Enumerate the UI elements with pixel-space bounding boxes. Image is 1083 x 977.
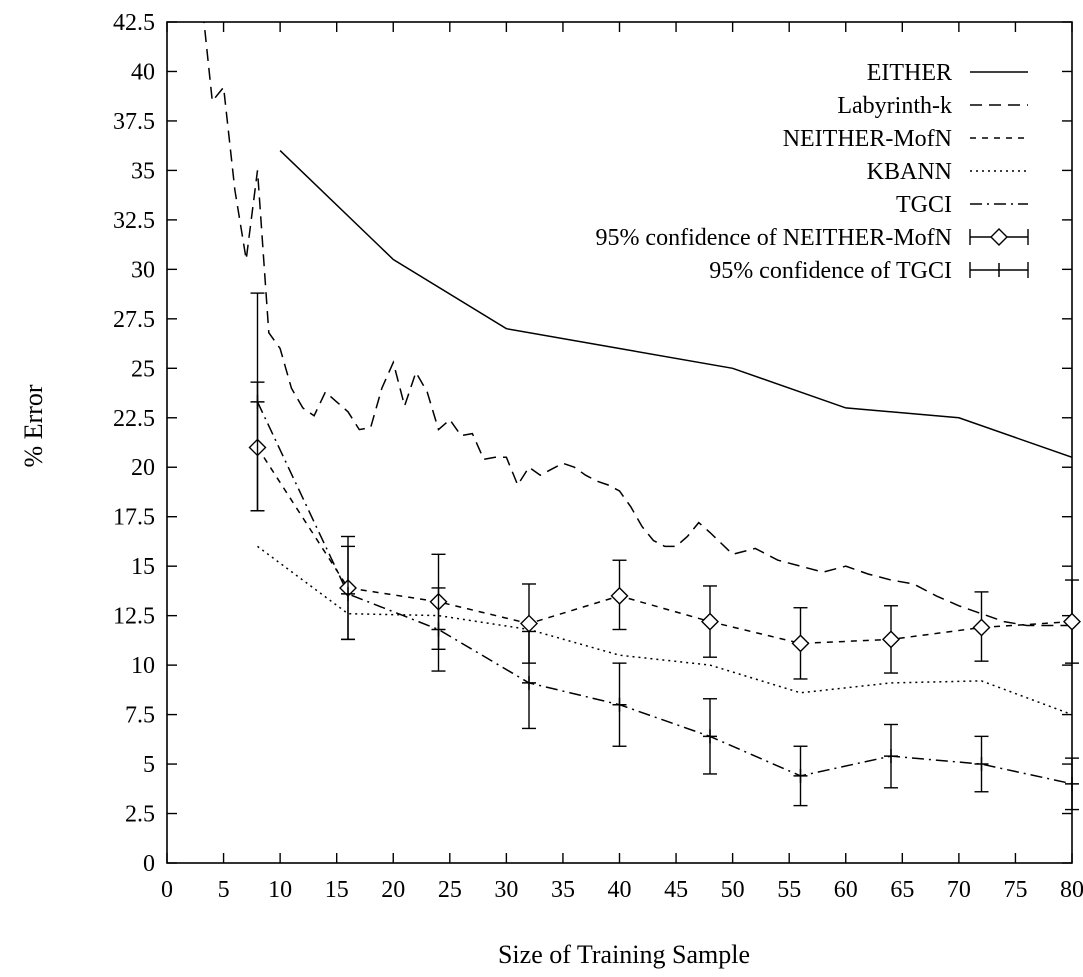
x-tick-label: 5	[218, 877, 230, 903]
point-neither-mofn	[972, 618, 991, 637]
series-line-tgci	[256, 401, 1072, 785]
point-neither-mofn	[882, 630, 900, 649]
x-tick-label: 60	[834, 877, 858, 903]
y-tick-label: 5	[143, 752, 155, 778]
y-tick-label: 17.5	[113, 505, 155, 531]
y-tick-label: 10	[131, 653, 155, 679]
y-tick-label: 2.5	[125, 802, 155, 828]
x-axis: 0 5 10 15 20 25 30 35 40 45 50 55 60 65 70 75 80	[161, 22, 1083, 903]
series-layer	[203, 22, 1081, 811]
y-tick-label: 27.5	[113, 307, 155, 333]
x-tick-label: 25	[438, 877, 462, 903]
series-line-labyrinth-k	[203, 22, 1072, 627]
y-axis: 0 2.5 5 7.5 10 12.5 15 17.5 20 22.5 25 27.5 30 32.5 35…	[113, 10, 1072, 877]
legend-label-95-confidence-of-tgci: 95% confidence of TGCI	[709, 258, 952, 284]
x-tick-label: 45	[664, 877, 688, 903]
point-neither-mofn	[1063, 612, 1081, 631]
x-tick-label: 20	[381, 877, 405, 903]
y-axis-label: % Error	[19, 384, 48, 467]
x-tick-label: 15	[325, 877, 349, 903]
legend-marker-diamond	[990, 228, 1008, 246]
legend-label-neither-mofn: NEITHER-MofN	[783, 126, 952, 152]
point-tgci	[250, 394, 265, 409]
legend-label-labyrinth-k: Labyrinth-k	[837, 93, 952, 119]
y-tick-label: 12.5	[113, 604, 155, 630]
legend: EITHER Labyrinth-k NEITHER-MofN KBANN TGCI 95…	[595, 60, 1029, 284]
y-tick-label: 7.5	[125, 703, 155, 729]
point-neither-mofn	[791, 634, 810, 653]
legend-label-kbann: KBANN	[867, 159, 952, 185]
point-tgci	[793, 768, 808, 783]
series-clip	[203, 22, 1072, 785]
legend-label-tgci: TGCI	[896, 192, 952, 218]
point-tgci	[703, 729, 717, 744]
y-tick-label: 32.5	[113, 208, 155, 234]
legend-label-either: EITHER	[867, 60, 952, 86]
y-tick-label: 25	[131, 356, 155, 382]
x-tick-label: 55	[777, 877, 801, 903]
y-tick-label: 37.5	[113, 109, 155, 135]
x-tick-label: 80	[1060, 877, 1083, 903]
x-tick-label: 50	[721, 877, 745, 903]
y-tick-label: 42.5	[113, 10, 155, 36]
series-line-either	[279, 150, 1072, 459]
point-tgci	[1065, 776, 1079, 791]
x-tick-label: 65	[890, 877, 914, 903]
point-neither-mofn	[610, 586, 629, 605]
x-tick-label: 10	[268, 877, 292, 903]
x-tick-label: 70	[947, 877, 971, 903]
point-tgci	[341, 586, 355, 601]
x-tick-label: 40	[608, 877, 632, 903]
x-tick-label: 30	[494, 877, 518, 903]
point-tgci	[522, 675, 536, 690]
y-tick-label: 40	[131, 59, 155, 85]
point-tgci	[431, 622, 446, 637]
x-axis-label: Size of Training Sample	[498, 940, 750, 969]
point-tgci	[612, 697, 627, 712]
y-tick-label: 22.5	[113, 406, 155, 432]
y-tick-label: 0	[143, 851, 155, 877]
x-tick-label: 0	[161, 877, 173, 903]
x-tick-label: 75	[1003, 877, 1027, 903]
point-tgci	[884, 749, 898, 764]
series-line-neither-mofn	[256, 446, 1072, 645]
x-tick-label: 35	[551, 877, 575, 903]
point-neither-mofn	[701, 612, 719, 631]
legend-label-95-confidence-of-neither-mofn: 95% confidence of NEITHER-MofN	[595, 225, 952, 251]
y-tick-label: 15	[131, 554, 155, 580]
y-tick-label: 30	[131, 257, 155, 283]
series-line-kbann	[257, 545, 1072, 716]
y-tick-label: 35	[131, 158, 155, 184]
point-tgci	[974, 757, 989, 772]
y-tick-label: 20	[131, 455, 155, 481]
